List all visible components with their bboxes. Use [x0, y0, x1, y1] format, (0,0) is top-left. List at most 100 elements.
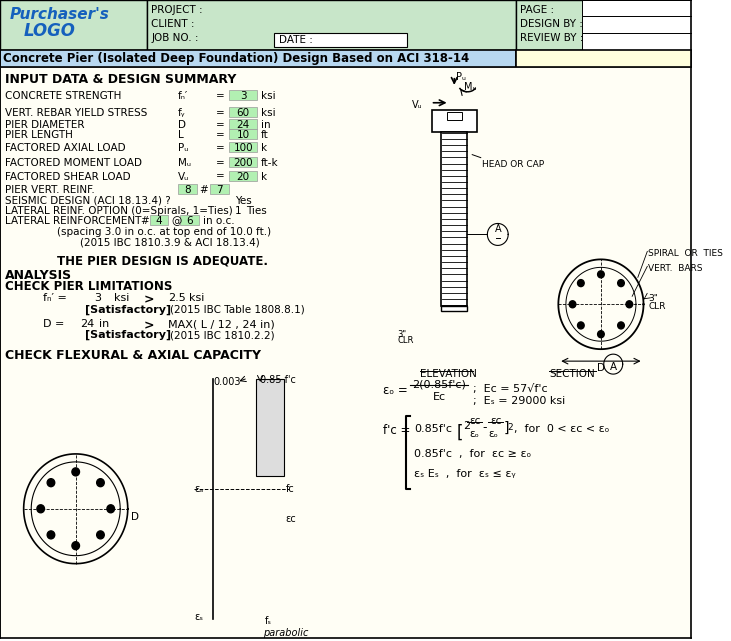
Text: ,  for  0 < εᴄ < εₒ: , for 0 < εᴄ < εₒ: [514, 424, 609, 434]
Text: parabolic: parabolic: [263, 628, 308, 638]
Bar: [441, 306, 468, 312]
Circle shape: [72, 468, 80, 476]
Text: PIER DIAMETER: PIER DIAMETER: [4, 120, 84, 129]
Text: VERT.  BARS: VERT. BARS: [648, 264, 702, 273]
Text: εᴄ: εᴄ: [491, 416, 501, 426]
Circle shape: [598, 331, 605, 338]
Text: CLR: CLR: [648, 303, 666, 312]
Text: L: L: [178, 129, 183, 140]
Text: ksi: ksi: [261, 91, 276, 101]
Text: 0.85f'ᴄ: 0.85f'ᴄ: [414, 424, 452, 434]
Text: =: =: [216, 143, 224, 153]
Bar: [516, 50, 692, 67]
Bar: [0, 67, 692, 640]
Text: εₛ Eₛ  ,  for  εₛ ≤ εᵧ: εₛ Eₛ , for εₛ ≤ εᵧ: [414, 469, 516, 479]
Polygon shape: [412, 353, 496, 361]
Text: JOB NO. :: JOB NO. :: [151, 33, 199, 43]
Bar: [150, 215, 168, 226]
Text: εᴄ: εᴄ: [469, 416, 481, 426]
Text: =: =: [216, 108, 224, 118]
Text: PIER LENGTH: PIER LENGTH: [4, 129, 72, 140]
Circle shape: [72, 542, 80, 550]
Text: 3": 3": [398, 330, 406, 339]
Text: Vᵤ: Vᵤ: [412, 100, 423, 110]
Text: εₒ: εₒ: [469, 429, 480, 439]
Text: #: #: [140, 217, 149, 226]
Text: =: =: [216, 172, 224, 181]
Text: THE PIER DESIGN IS ADEQUATE.: THE PIER DESIGN IS ADEQUATE.: [57, 254, 268, 267]
Text: =: =: [216, 120, 224, 129]
Bar: [274, 33, 407, 47]
Bar: [256, 379, 284, 476]
Text: Mᵤ: Mᵤ: [178, 158, 191, 168]
Text: 8: 8: [184, 185, 191, 195]
Text: 0.85f'ᴄ  ,  for  εᴄ ≥ εₒ: 0.85f'ᴄ , for εᴄ ≥ εₒ: [414, 449, 531, 459]
Bar: [0, 67, 692, 640]
Text: 2: 2: [463, 421, 470, 431]
Bar: [180, 215, 199, 226]
Text: Pᵤ: Pᵤ: [178, 143, 189, 153]
Text: SEISMIC DESIGN (ACI 18.13.4) ?: SEISMIC DESIGN (ACI 18.13.4) ?: [4, 196, 170, 206]
Text: A: A: [494, 224, 501, 235]
Text: ELEVATION: ELEVATION: [420, 369, 477, 379]
Text: @: @: [171, 217, 182, 226]
Text: REVIEW BY :: REVIEW BY :: [520, 33, 584, 43]
Text: fₛ: fₛ: [265, 615, 272, 626]
Text: 60: 60: [237, 108, 250, 118]
Bar: [0, 50, 516, 67]
Text: ANALYSIS: ANALYSIS: [4, 269, 72, 282]
Text: (2015 IBC 1810.3.9 & ACI 18.13.4): (2015 IBC 1810.3.9 & ACI 18.13.4): [80, 237, 260, 247]
Bar: [582, 16, 692, 33]
Text: ]: ]: [504, 421, 509, 435]
Bar: [441, 131, 468, 306]
Text: Pᵤ: Pᵤ: [456, 72, 466, 82]
Text: PAGE :: PAGE :: [520, 5, 555, 15]
Text: (spacing 3.0 in o.c. at top end of 10.0 ft.): (spacing 3.0 in o.c. at top end of 10.0 …: [57, 228, 271, 237]
Text: DATE :: DATE :: [279, 35, 313, 45]
Text: >: >: [144, 319, 154, 332]
Text: LOGO: LOGO: [23, 22, 75, 40]
Text: FACTORED SHEAR LOAD: FACTORED SHEAR LOAD: [4, 172, 130, 181]
Text: Concrete Pier (Isolated Deep Foundation) Design Based on ACI 318-14: Concrete Pier (Isolated Deep Foundation)…: [3, 52, 469, 65]
Circle shape: [96, 479, 105, 487]
Bar: [582, 33, 692, 50]
Text: ksi: ksi: [113, 294, 129, 303]
Text: fₙ′ =: fₙ′ =: [42, 294, 67, 303]
Bar: [178, 183, 197, 194]
Text: D: D: [178, 120, 186, 129]
Text: f'ᴄ =: f'ᴄ =: [383, 424, 411, 437]
Text: #: #: [199, 185, 208, 195]
Polygon shape: [256, 471, 284, 489]
Text: CLIENT :: CLIENT :: [151, 19, 195, 29]
Bar: [582, 0, 692, 16]
Text: fₙ′: fₙ′: [178, 91, 188, 101]
Text: CONCRETE STRENGTH: CONCRETE STRENGTH: [4, 91, 121, 101]
Text: >: >: [144, 294, 154, 306]
Text: LATERAL REINF. OPTION (0=Spirals, 1=Ties): LATERAL REINF. OPTION (0=Spirals, 1=Ties…: [4, 206, 232, 215]
Text: ft: ft: [261, 129, 269, 140]
Text: 200: 200: [233, 158, 253, 168]
Text: 0.85 f'c: 0.85 f'c: [260, 375, 296, 385]
Circle shape: [618, 279, 624, 287]
Text: εᴄ: εᴄ: [286, 514, 297, 524]
Text: 2.5: 2.5: [168, 294, 186, 303]
Text: DESIGN BY :: DESIGN BY :: [520, 19, 583, 29]
Text: LATERAL REINFORCEMENT: LATERAL REINFORCEMENT: [4, 217, 141, 226]
Text: =: =: [216, 158, 224, 168]
Circle shape: [48, 531, 55, 539]
Bar: [229, 171, 257, 181]
Bar: [229, 156, 257, 167]
Text: [: [: [457, 424, 463, 442]
Bar: [0, 0, 692, 50]
Bar: [431, 110, 477, 131]
Text: D =: D =: [42, 319, 64, 329]
Text: k: k: [261, 143, 268, 153]
Text: PIER VERT. REINF.: PIER VERT. REINF.: [4, 185, 94, 195]
Bar: [229, 90, 257, 100]
Text: ksi: ksi: [189, 294, 205, 303]
Text: ksi: ksi: [261, 108, 276, 118]
Text: 1: 1: [235, 206, 241, 215]
Text: INPUT DATA & DESIGN SUMMARY: INPUT DATA & DESIGN SUMMARY: [4, 73, 236, 86]
Text: in: in: [99, 319, 110, 329]
Circle shape: [107, 505, 115, 513]
